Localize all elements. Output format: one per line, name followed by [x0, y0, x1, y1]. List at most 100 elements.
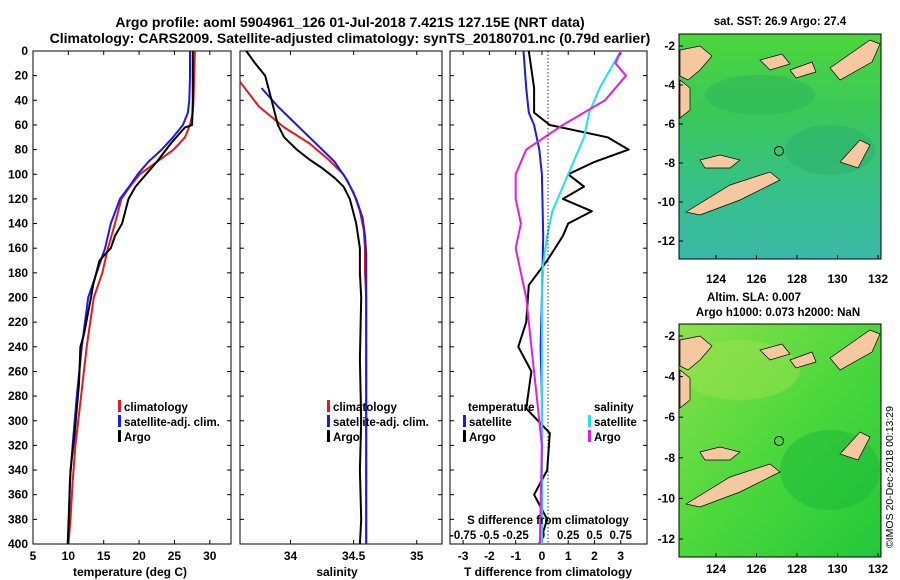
- lat-tick-label: -2: [664, 329, 675, 343]
- argo-location-marker: [774, 146, 784, 156]
- x-tick-label: 34: [284, 549, 298, 563]
- lat-tick-label: -8: [664, 451, 675, 465]
- figure-title-line1: Argo profile: aoml 5904961_126 01-Jul-20…: [115, 14, 584, 30]
- land: [699, 154, 741, 169]
- t-difference-axis-label: T difference from climatology: [464, 565, 632, 579]
- lat-tick-label: -8: [664, 156, 675, 170]
- depth-tick-label: 220: [8, 315, 28, 329]
- salinity-axis: 34 34.5 35: [284, 51, 424, 563]
- s-diff-tick-label: 0.5: [586, 530, 603, 542]
- land: [759, 53, 791, 71]
- series-line-s-satellite: [540, 50, 622, 544]
- s-diff-tick-label: 0.75: [610, 530, 633, 542]
- depth-axis: 0 20 40 60 80 100 120 140 160 180 200 220 240 260 280 3…: [8, 44, 647, 551]
- sst-map-title: sat. SST: 26.9 Argo: 27.4: [714, 16, 847, 28]
- depth-tick-label: 60: [15, 118, 29, 132]
- salinity-lines: [239, 50, 368, 545]
- lat-tick-label: -6: [664, 117, 675, 131]
- lon-tick-label: 128: [787, 272, 807, 286]
- depth-tick-label: 120: [8, 192, 28, 206]
- x-tick-label: 20: [132, 549, 146, 563]
- x-tick-label: 0: [539, 549, 546, 563]
- depth-tick-label: 280: [8, 389, 28, 403]
- series-line-satellite-adj-clim-: [260, 87, 368, 544]
- depth-tick-label: 80: [15, 143, 29, 157]
- difference-legend: temperature satellite Argo salinity sate…: [463, 402, 637, 444]
- depth-tick-label: 40: [15, 93, 29, 107]
- legend-argo-swatch: [118, 430, 121, 442]
- lon-tick-label: 130: [827, 272, 847, 286]
- land: [679, 335, 713, 371]
- sla-map: 124 126 128 130 132 -2 -4 -6 -8 -10 -12: [658, 323, 888, 576]
- land: [829, 329, 881, 371]
- lon-tick-label: 124: [706, 272, 726, 286]
- land: [829, 39, 881, 81]
- legend-climatology-swatch: [118, 400, 121, 412]
- lon-tick-label: 128: [787, 562, 807, 576]
- difference-lines: [514, 50, 630, 545]
- land: [679, 45, 713, 81]
- land: [699, 446, 741, 461]
- land: [685, 463, 781, 508]
- land: [789, 61, 817, 79]
- temperature-legend: climatology satellite-adj. clim. Argo: [118, 400, 220, 444]
- depth-tick-label: 380: [8, 512, 28, 526]
- lat-tick-label: -10: [658, 491, 676, 505]
- lat-tick-label: -6: [664, 410, 675, 424]
- depth-tick-label: 360: [8, 488, 28, 502]
- x-tick-label: 1: [565, 549, 572, 563]
- lon-tick-label: 132: [868, 272, 888, 286]
- depth-tick-label: 160: [8, 241, 28, 255]
- sla-map-title-line2: Argo h1000: 0.073 h2000: NaN: [696, 307, 860, 319]
- lon-tick-label: 132: [868, 562, 888, 576]
- x-tick-label: 34.5: [342, 549, 366, 563]
- depth-tick-label: 320: [8, 438, 28, 452]
- series-line-s-argo: [514, 50, 627, 545]
- land: [679, 369, 691, 409]
- depth-tick-label: 0: [21, 44, 28, 58]
- lon-tick-label: 126: [746, 562, 766, 576]
- depth-tick-label: 240: [8, 340, 28, 354]
- legend-t-satellite-swatch: [463, 415, 466, 427]
- depth-tick-label: 260: [8, 364, 28, 378]
- x-tick-label: 3: [617, 549, 624, 563]
- x-tick-label: 35: [410, 549, 424, 563]
- legend-t-argo-swatch: [463, 430, 466, 442]
- legend-argo-swatch: [327, 430, 330, 442]
- series-line-argo: [245, 50, 363, 545]
- legend-temperature-title: temperature: [468, 402, 534, 414]
- legend-s-argo: Argo: [594, 432, 621, 444]
- salinity-axis-label: salinity: [316, 565, 358, 579]
- depth-tick-label: 400: [8, 537, 28, 551]
- temperature-panel: 0204060801001201401601802002202402602803…: [8, 44, 647, 579]
- difference-panel: -3 -2 -1 0 1 2 3 -0.75 -0.5 -0.25 0 0.25 0.5 0.75 T …: [449, 50, 648, 579]
- depth-tick-label: 140: [8, 217, 28, 231]
- series-line-satellite-adj-clim-: [67, 51, 191, 545]
- series-line-argo: [66, 51, 194, 545]
- sst-lat-axis: -2 -4 -6 -8 -10 -12: [658, 39, 683, 248]
- land: [679, 79, 691, 119]
- depth-tick-label: 20: [15, 69, 29, 83]
- x-tick-label: 25: [168, 549, 182, 563]
- lat-tick-label: -2: [664, 39, 675, 53]
- s-diff-tick-label: -0.75: [450, 530, 477, 542]
- sla-map-title-line1: Altim. SLA: 0.007: [707, 292, 801, 304]
- imos-stamp: ©IMOS 20-Dec-2018 00:13:29: [884, 406, 896, 548]
- land: [789, 351, 817, 369]
- legend-s-satellite: satellite: [594, 417, 637, 429]
- lat-tick-label: -12: [658, 532, 676, 546]
- lon-tick-label: 130: [827, 562, 847, 576]
- sla-lon-axis: 124 126 128 130 132: [706, 553, 888, 576]
- series-line-climatology: [239, 81, 368, 544]
- legend-argo: Argo: [333, 432, 360, 444]
- land: [839, 431, 871, 461]
- sla-lat-axis: -2 -4 -6 -8 -10 -12: [658, 329, 683, 546]
- legend-climatology: climatology: [124, 402, 189, 414]
- lat-tick-label: -4: [664, 78, 675, 92]
- land: [759, 343, 791, 361]
- legend-climatology-swatch: [327, 400, 330, 412]
- land: [685, 171, 781, 216]
- sst-map: 124 126 128 130 132 -2 -4 -6 -8 -10 -12: [658, 33, 888, 286]
- t-difference-axis: -3 -2 -1 0 1 2 3: [458, 51, 624, 563]
